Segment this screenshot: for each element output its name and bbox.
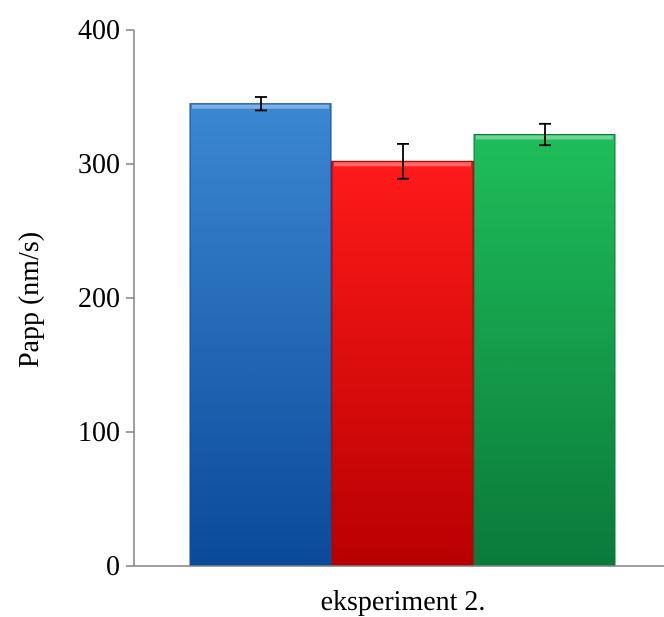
y-axis-ticks: 0 100 200 300 400 <box>78 15 134 582</box>
y-tick-label: 300 <box>78 149 120 180</box>
error-bars <box>255 96 551 180</box>
error-bar-3 <box>539 122 551 147</box>
y-tick-label: 200 <box>78 283 120 314</box>
bar-1 <box>189 103 332 567</box>
error-bar-1 <box>255 96 267 112</box>
bars <box>189 103 616 567</box>
x-category-label: eksperiment 2. <box>321 586 486 617</box>
y-tick-label: 100 <box>78 417 120 448</box>
bar-2 <box>331 160 474 567</box>
y-axis-title: Papp (nm/s) <box>14 232 45 368</box>
y-tick-label: 0 <box>106 551 120 582</box>
error-bar-2 <box>397 142 409 180</box>
y-tick-label: 400 <box>78 15 120 46</box>
bar-3 <box>473 134 616 567</box>
